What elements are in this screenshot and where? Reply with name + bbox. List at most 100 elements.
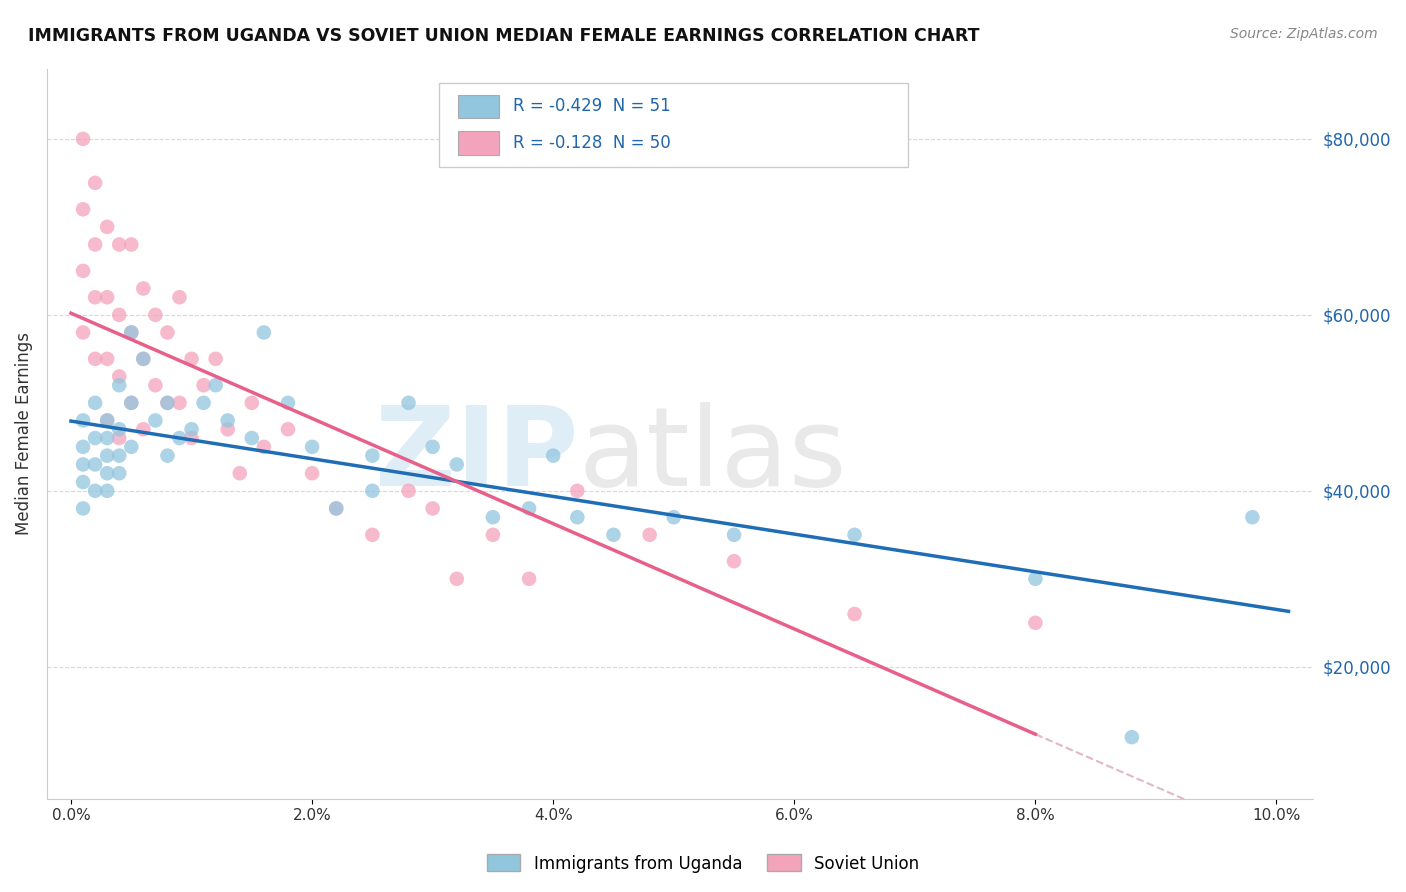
Text: ZIP: ZIP (375, 402, 578, 509)
Point (253, 440, 276, 454)
Point (108, 449, 131, 463)
Point (72, 475, 94, 489)
Legend: Immigrants from Uganda, Soviet Union: Immigrants from Uganda, Soviet Union (481, 847, 925, 880)
Point (84, 351, 107, 366)
Point (361, 483, 384, 498)
Point (325, 501, 347, 516)
Text: Source: ZipAtlas.com: Source: ZipAtlas.com (1230, 27, 1378, 41)
Point (156, 326, 179, 340)
Point (96, 351, 118, 366)
Point (1024, 572, 1046, 586)
Point (517, 572, 540, 586)
Point (169, 431, 191, 445)
Point (844, 607, 866, 621)
Text: IMMIGRANTS FROM UGANDA VS SOVIET UNION MEDIAN FEMALE EARNINGS CORRELATION CHART: IMMIGRANTS FROM UGANDA VS SOVIET UNION M… (28, 27, 980, 45)
Point (361, 449, 384, 463)
Point (96, 413, 118, 427)
Point (84, 176, 107, 190)
Point (96, 219, 118, 234)
Point (662, 510, 685, 524)
Point (120, 440, 142, 454)
Point (325, 501, 347, 516)
Point (72, 440, 94, 454)
Point (422, 440, 444, 454)
Point (145, 378, 167, 392)
Point (72, 413, 94, 427)
Point (96, 483, 118, 498)
Point (446, 572, 468, 586)
Y-axis label: Median Female Earnings: Median Female Earnings (15, 332, 32, 535)
Point (277, 396, 299, 410)
Point (180, 431, 202, 445)
Point (1121, 730, 1143, 744)
Point (398, 396, 420, 410)
Point (156, 396, 179, 410)
Point (169, 396, 191, 410)
Point (108, 237, 131, 252)
Point (844, 528, 866, 542)
Point (72, 458, 94, 472)
Text: R = -0.429  N = 51: R = -0.429 N = 51 (513, 97, 671, 115)
Point (723, 528, 745, 542)
Point (156, 449, 179, 463)
Point (156, 396, 179, 410)
Point (96, 449, 118, 463)
Text: atlas: atlas (578, 402, 846, 509)
Point (1024, 615, 1046, 630)
Point (108, 431, 131, 445)
Point (240, 396, 263, 410)
Point (361, 528, 384, 542)
Point (217, 422, 239, 436)
Point (72, 264, 94, 278)
Point (84, 458, 107, 472)
Point (193, 378, 215, 392)
Point (72, 132, 94, 146)
Point (180, 422, 202, 436)
Point (120, 396, 142, 410)
Point (301, 440, 323, 454)
Point (482, 528, 505, 542)
Point (253, 326, 276, 340)
Point (96, 431, 118, 445)
Point (108, 467, 131, 481)
Point (96, 290, 118, 304)
Text: R = -0.128  N = 50: R = -0.128 N = 50 (513, 134, 671, 152)
Point (108, 308, 131, 322)
Point (120, 237, 142, 252)
Point (120, 326, 142, 340)
Point (108, 378, 131, 392)
Point (84, 431, 107, 445)
Point (96, 467, 118, 481)
Point (422, 501, 444, 516)
FancyBboxPatch shape (439, 83, 908, 167)
Point (1241, 510, 1264, 524)
FancyBboxPatch shape (458, 95, 499, 118)
Point (84, 290, 107, 304)
Point (398, 483, 420, 498)
Point (145, 413, 167, 427)
Point (132, 351, 155, 366)
Point (204, 378, 226, 392)
Point (446, 458, 468, 472)
Point (120, 326, 142, 340)
Point (132, 281, 155, 295)
Point (482, 510, 505, 524)
Point (108, 369, 131, 384)
FancyBboxPatch shape (458, 131, 499, 154)
Point (541, 449, 564, 463)
Point (517, 501, 540, 516)
Point (145, 308, 167, 322)
Point (169, 290, 191, 304)
Point (120, 396, 142, 410)
Point (84, 396, 107, 410)
Point (567, 483, 589, 498)
Point (96, 413, 118, 427)
Point (84, 483, 107, 498)
Point (72, 501, 94, 516)
Point (638, 528, 661, 542)
Point (217, 413, 239, 427)
Point (602, 528, 624, 542)
Point (72, 326, 94, 340)
Point (567, 510, 589, 524)
Point (132, 422, 155, 436)
